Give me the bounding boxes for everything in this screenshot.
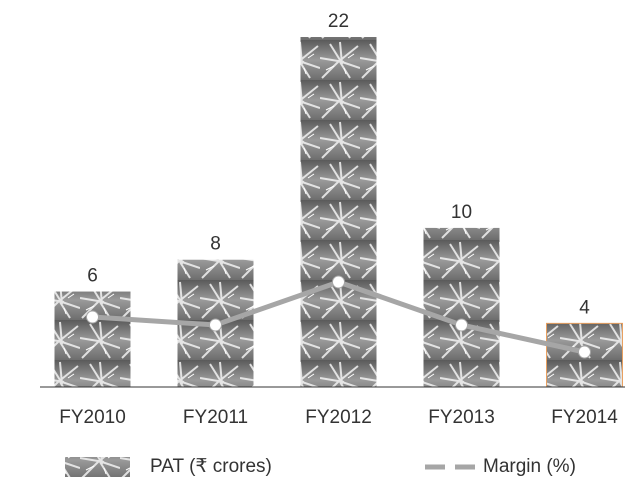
x-tick-label: FY2013 xyxy=(428,407,495,428)
legend-label: PAT (₹ crores) xyxy=(150,456,272,477)
data-label: 8 xyxy=(210,234,221,255)
legend-swatch xyxy=(65,457,130,477)
margin-point xyxy=(209,318,222,332)
x-tick-label: FY2011 xyxy=(183,407,248,428)
data-label: 4 xyxy=(579,297,590,318)
margin-point xyxy=(332,275,345,289)
bar xyxy=(423,227,500,387)
margin-point xyxy=(455,318,468,332)
x-tick-label: FY2010 xyxy=(59,407,126,428)
margin-point xyxy=(86,310,99,324)
legend-label: Margin (%) xyxy=(483,456,576,477)
bar xyxy=(300,37,377,387)
data-label: 10 xyxy=(451,202,472,223)
x-tick-label: FY2012 xyxy=(305,407,372,428)
data-label: 6 xyxy=(87,266,98,287)
data-label: 22 xyxy=(328,11,349,32)
x-tick-label: FY2014 xyxy=(551,407,618,428)
margin-point xyxy=(578,345,591,359)
bar xyxy=(54,291,131,387)
